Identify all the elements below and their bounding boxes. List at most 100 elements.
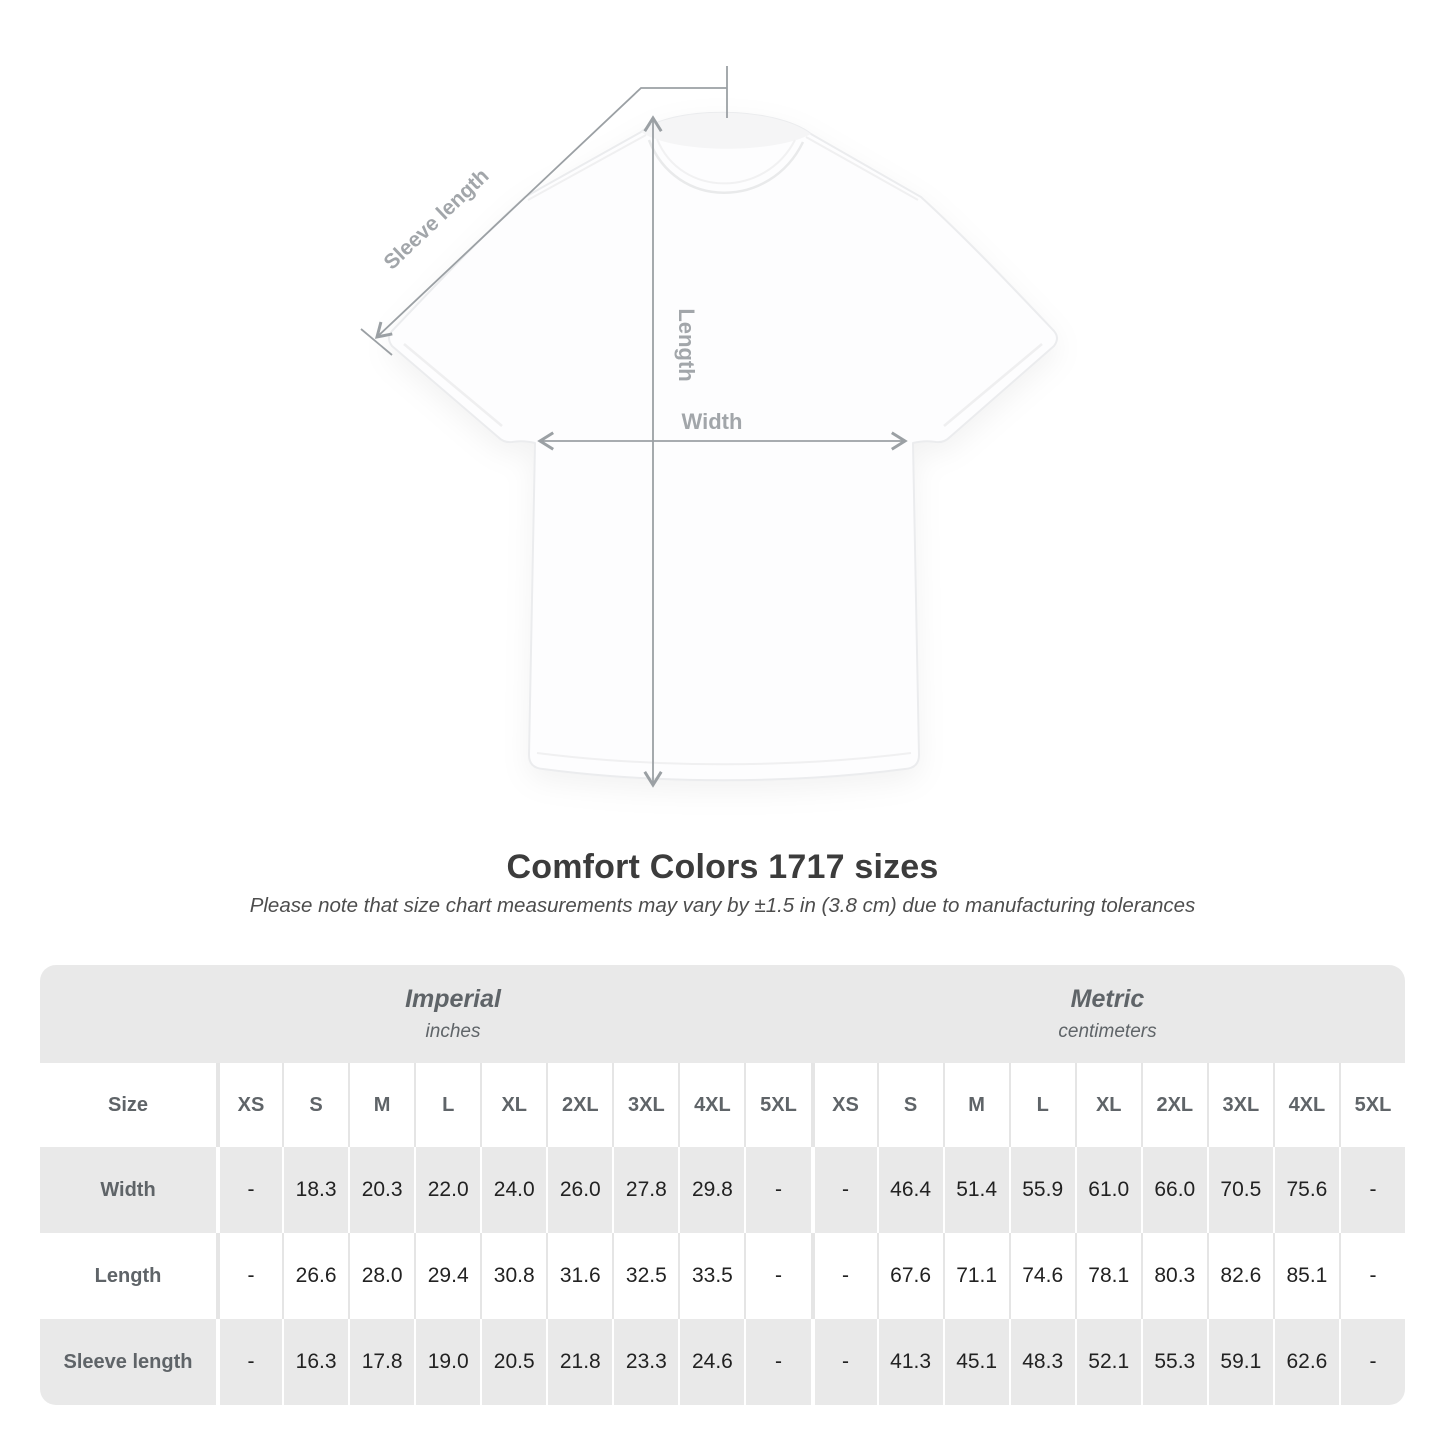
size-header-metric-s: S <box>876 1063 943 1147</box>
table-cell: - <box>810 1147 877 1233</box>
table-cell: 20.5 <box>480 1319 547 1405</box>
size-header-imperial-4xl: 4XL <box>678 1063 745 1147</box>
table-cell: 24.0 <box>480 1147 547 1233</box>
table-cell: 24.6 <box>678 1319 745 1405</box>
size-table: Imperial inches Metric centimeters Size … <box>40 965 1405 1405</box>
tshirt-hem-seam <box>536 752 912 766</box>
table-cell: 80.3 <box>1140 1233 1207 1319</box>
size-header-imperial-xs: XS <box>216 1063 283 1147</box>
tshirt-diagram: Sleeve length Length Width <box>360 66 1058 788</box>
table-cell: 48.3 <box>1008 1319 1075 1405</box>
table-cell: - <box>1338 1319 1405 1405</box>
tshirt-left-cuff-seam <box>403 343 503 427</box>
table-cell: 59.1 <box>1206 1319 1273 1405</box>
table-cell: 70.5 <box>1206 1147 1273 1233</box>
tshirt-right-shoulder-seam <box>805 136 919 201</box>
unit-group-header-band: Imperial inches Metric centimeters <box>40 965 1405 1063</box>
table-cell: 75.6 <box>1272 1147 1339 1233</box>
size-header-imperial-m: M <box>348 1063 415 1147</box>
table-cell: 28.0 <box>348 1233 415 1319</box>
size-header-metric-3xl: 3XL <box>1206 1063 1273 1147</box>
table-cell: 55.9 <box>1008 1147 1075 1233</box>
table-cell: 33.5 <box>678 1233 745 1319</box>
table-cell: - <box>810 1319 877 1405</box>
table-cell: 19.0 <box>414 1319 481 1405</box>
width-label: Width <box>682 409 743 434</box>
size-header-metric-4xl: 4XL <box>1272 1063 1339 1147</box>
size-column-header: Size <box>40 1063 216 1147</box>
row-label-length: Length <box>40 1233 216 1319</box>
table-cell: 29.8 <box>678 1147 745 1233</box>
table-cell: 26.6 <box>282 1233 349 1319</box>
table-cell: 21.8 <box>546 1319 613 1405</box>
table-cell: 22.0 <box>414 1147 481 1233</box>
size-header-metric-xs: XS <box>810 1063 877 1147</box>
table-cell: 62.6 <box>1272 1319 1339 1405</box>
table-cell: 82.6 <box>1206 1233 1273 1319</box>
tshirt-collar-inner-shadow <box>641 112 811 149</box>
page-title: Comfort Colors 1717 sizes <box>506 848 939 886</box>
metric-group-title: Metric <box>1070 985 1145 1013</box>
length-label: Length <box>674 308 699 381</box>
table-cell: - <box>216 1319 283 1405</box>
table-cell: 29.4 <box>414 1233 481 1319</box>
table-cell: - <box>744 1233 811 1319</box>
tshirt-image <box>388 111 1058 782</box>
table-cell: 51.4 <box>942 1147 1009 1233</box>
table-cell: 52.1 <box>1074 1319 1141 1405</box>
table-cell: 67.6 <box>876 1233 943 1319</box>
table-cell: - <box>810 1233 877 1319</box>
size-header-imperial-xl: XL <box>480 1063 547 1147</box>
size-header-metric-l: L <box>1008 1063 1075 1147</box>
size-header-imperial-5xl: 5XL <box>744 1063 811 1147</box>
table-cell: - <box>744 1147 811 1233</box>
table-cell: 18.3 <box>282 1147 349 1233</box>
row-label-sleeve-length: Sleeve length <box>40 1319 216 1405</box>
table-cell: 16.3 <box>282 1319 349 1405</box>
table-cell: - <box>216 1147 283 1233</box>
table-cell: 66.0 <box>1140 1147 1207 1233</box>
table-cell: 55.3 <box>1140 1319 1207 1405</box>
table-cell: 85.1 <box>1272 1233 1339 1319</box>
imperial-group-title: Imperial <box>405 985 501 1013</box>
metric-group-header: Metric centimeters <box>810 965 1405 1063</box>
table-cell: 32.5 <box>612 1233 679 1319</box>
size-header-imperial-s: S <box>282 1063 349 1147</box>
tolerance-note: Please note that size chart measurements… <box>249 894 1196 917</box>
size-header-imperial-3xl: 3XL <box>612 1063 679 1147</box>
tshirt-right-cuff-seam <box>943 343 1043 427</box>
table-cell: 31.6 <box>546 1233 613 1319</box>
table-cell: 45.1 <box>942 1319 1009 1405</box>
table-cell: 41.3 <box>876 1319 943 1405</box>
table-cell: 71.1 <box>942 1233 1009 1319</box>
table-cell: 23.3 <box>612 1319 679 1405</box>
imperial-group-unit: inches <box>425 1021 481 1042</box>
table-cell: - <box>744 1319 811 1405</box>
sleeve-length-dimension-line <box>374 87 727 339</box>
row-label-width: Width <box>40 1147 216 1233</box>
table-cell: - <box>1338 1147 1405 1233</box>
table-cell: - <box>216 1233 283 1319</box>
table-cell: 27.8 <box>612 1147 679 1233</box>
tshirt-neckline-seam <box>656 138 796 185</box>
table-cell: 78.1 <box>1074 1233 1141 1319</box>
table-cell: 61.0 <box>1074 1147 1141 1233</box>
table-cell: 26.0 <box>546 1147 613 1233</box>
sleeve-dimension-end-tick <box>360 328 393 356</box>
table-cell: 46.4 <box>876 1147 943 1233</box>
imperial-group-header: Imperial inches <box>40 965 810 1063</box>
table-cell: 17.8 <box>348 1319 415 1405</box>
size-header-imperial-2xl: 2XL <box>546 1063 613 1147</box>
size-header-metric-xl: XL <box>1074 1063 1141 1147</box>
tshirt-left-shoulder-seam <box>527 134 647 201</box>
size-header-imperial-l: L <box>414 1063 481 1147</box>
table-cell: - <box>1338 1233 1405 1319</box>
size-header-metric-2xl: 2XL <box>1140 1063 1207 1147</box>
table-cell: 74.6 <box>1008 1233 1075 1319</box>
tshirt-body <box>388 111 1058 782</box>
size-header-metric-5xl: 5XL <box>1338 1063 1405 1147</box>
table-cell: 30.8 <box>480 1233 547 1319</box>
table-cell: 20.3 <box>348 1147 415 1233</box>
metric-group-unit: centimeters <box>1058 1021 1157 1042</box>
